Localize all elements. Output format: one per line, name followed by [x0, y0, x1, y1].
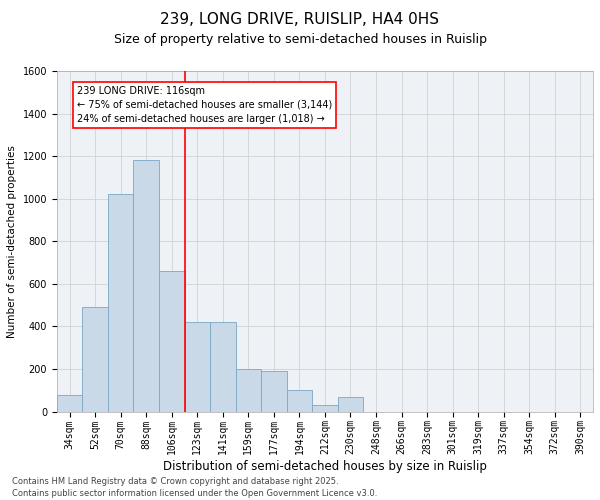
Bar: [185, 322, 210, 412]
Bar: [82, 308, 108, 412]
Bar: [133, 160, 159, 412]
Text: Size of property relative to semi-detached houses in Ruislip: Size of property relative to semi-detach…: [113, 32, 487, 46]
Bar: [159, 271, 185, 412]
Bar: [57, 394, 82, 411]
Bar: [236, 369, 261, 412]
Bar: [338, 396, 363, 411]
Bar: [287, 390, 312, 411]
Y-axis label: Number of semi-detached properties: Number of semi-detached properties: [7, 145, 17, 338]
Text: 239, LONG DRIVE, RUISLIP, HA4 0HS: 239, LONG DRIVE, RUISLIP, HA4 0HS: [161, 12, 439, 28]
Bar: [261, 371, 287, 412]
Text: 239 LONG DRIVE: 116sqm
← 75% of semi-detached houses are smaller (3,144)
24% of : 239 LONG DRIVE: 116sqm ← 75% of semi-det…: [77, 86, 332, 124]
Text: Contains HM Land Registry data © Crown copyright and database right 2025.
Contai: Contains HM Land Registry data © Crown c…: [12, 476, 377, 498]
Bar: [108, 194, 133, 412]
Bar: [312, 405, 338, 411]
X-axis label: Distribution of semi-detached houses by size in Ruislip: Distribution of semi-detached houses by …: [163, 460, 487, 473]
Bar: [210, 322, 236, 412]
